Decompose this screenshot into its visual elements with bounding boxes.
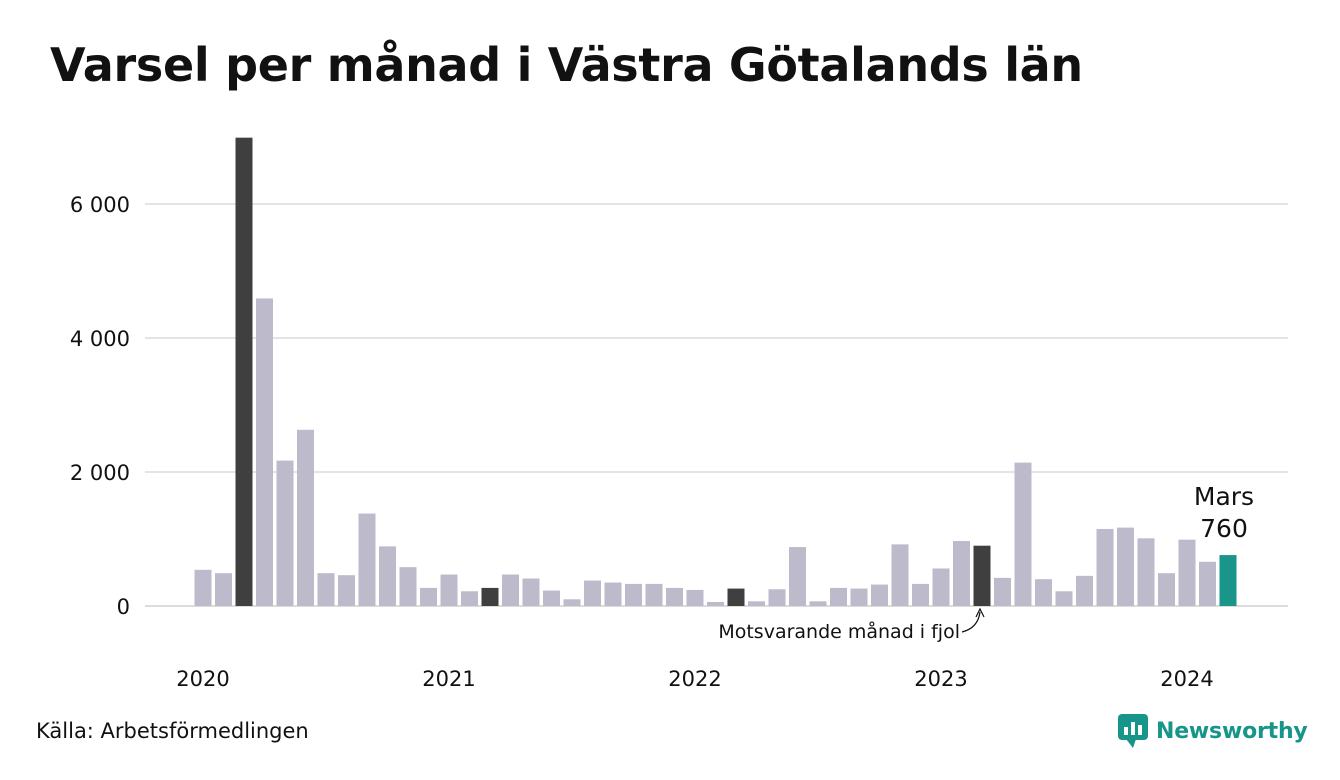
bar-2021-08 [584, 580, 601, 606]
bar-2021-03 [481, 587, 499, 606]
bar-2024-02 [1199, 561, 1216, 606]
bar-2021-10 [625, 583, 642, 606]
bar-2024-01 [1178, 539, 1196, 606]
bar-2022-10 [871, 584, 888, 606]
bar-2023-03 [973, 545, 991, 606]
gridlines [145, 203, 1288, 607]
comparison-note: Motsvarande månad i fjol [718, 620, 960, 643]
y-tick-label: 2 000 [70, 461, 130, 485]
bar-2020-03 [235, 137, 253, 607]
bars [194, 137, 1237, 607]
current-value-label: 760 [1200, 514, 1248, 543]
bar-2022-05 [768, 589, 786, 606]
bar-2022-01 [686, 589, 704, 606]
bar-2022-08 [830, 587, 847, 606]
bar-2021-11 [645, 583, 663, 606]
bar-2020-02 [215, 573, 232, 606]
bar-2021-01 [440, 574, 458, 606]
bar-2021-07 [563, 599, 581, 606]
annotations: Mars 760 Motsvarande månad i fjol [718, 482, 1254, 643]
bar-2023-08 [1076, 575, 1093, 606]
bar-2023-07 [1055, 591, 1073, 606]
x-tick-label: 2022 [668, 667, 721, 691]
bar-2020-12 [420, 587, 437, 606]
brand-name: Newsworthy [1156, 718, 1308, 744]
bar-2020-07 [317, 573, 335, 606]
bar-2023-05 [1014, 462, 1032, 606]
bar-2023-10 [1117, 527, 1134, 606]
y-tick-label: 0 [117, 595, 130, 619]
bar-chart: 0 2 000 4 000 6 000 2020 2021 2022 2023 2024 Ma… [70, 137, 1288, 691]
bar-2020-08 [338, 575, 355, 606]
bar-2021-09 [604, 582, 622, 606]
bar-2023-09 [1096, 528, 1114, 606]
bar-2020-06 [297, 429, 314, 606]
comparison-arrow-head [975, 607, 985, 618]
y-tick-label: 6 000 [70, 193, 130, 217]
bar-2020-05 [276, 460, 294, 606]
bar-2023-02 [953, 541, 970, 606]
bar-2021-02 [461, 591, 478, 606]
chart-title: Varsel per månad i Västra Götalands län [50, 38, 1083, 92]
y-axis-tick-labels: 0 2 000 4 000 6 000 [70, 193, 130, 619]
bar-2021-12 [666, 587, 683, 606]
comparison-arrow [961, 611, 981, 633]
current-month-label: Mars [1194, 482, 1254, 511]
x-tick-label: 2023 [914, 667, 967, 691]
x-tick-label: 2020 [176, 667, 229, 691]
bar-2023-12 [1158, 573, 1175, 606]
bar-2022-03 [727, 588, 745, 606]
bar-2022-04 [748, 601, 765, 606]
bar-2024-03 [1219, 555, 1237, 606]
bar-2022-06 [789, 547, 806, 606]
bar-2021-05 [522, 578, 540, 606]
x-axis-tick-labels: 2020 2021 2022 2023 2024 [176, 667, 1213, 691]
bar-2022-02 [707, 601, 724, 606]
bar-2020-10 [379, 546, 396, 606]
bar-2020-11 [399, 567, 417, 606]
bar-2021-04 [502, 574, 519, 606]
y-tick-label: 4 000 [70, 327, 130, 351]
x-tick-label: 2024 [1160, 667, 1213, 691]
bar-2020-09 [358, 513, 376, 606]
newsworthy-logo-icon [1118, 714, 1148, 748]
bar-2021-06 [543, 590, 560, 606]
bar-2020-01 [194, 569, 212, 606]
bar-2022-12 [912, 583, 929, 606]
bar-2022-07 [809, 601, 827, 606]
bar-2022-09 [850, 588, 868, 606]
x-tick-label: 2021 [422, 667, 475, 691]
source-note: Källa: Arbetsförmedlingen [36, 719, 309, 743]
brand-logo: Newsworthy [1118, 714, 1308, 748]
bar-2023-06 [1035, 579, 1052, 606]
bar-2023-01 [932, 568, 950, 606]
bar-2020-04 [256, 298, 273, 606]
bar-2022-11 [891, 544, 909, 606]
bar-2023-04 [994, 577, 1011, 606]
bar-2023-11 [1137, 538, 1155, 606]
